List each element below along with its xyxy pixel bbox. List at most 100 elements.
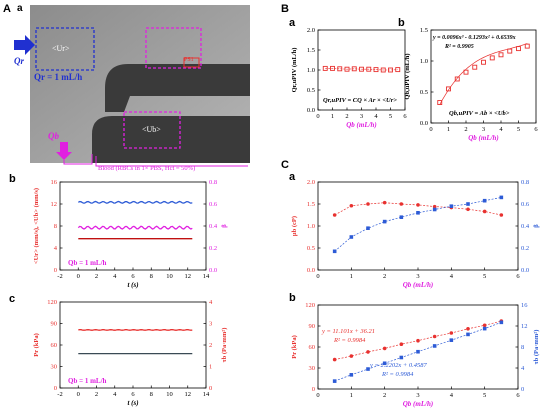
Ca-x-tick-label: 3 [416,273,419,280]
Ca-y2-tick-label: 0.2 [521,245,529,252]
panel-label-Aa: a [17,3,23,14]
Cb-y-tick-label: 90 [309,323,316,330]
Ba-series-line [325,68,398,71]
Cb-series-0-point [332,357,337,362]
Ac-x-tick-label: 8 [150,391,153,398]
Ac-x-tick-label: 2 [95,391,98,398]
Bb-data-point [437,100,443,105]
Ca-y2-tick-label: 0.4 [521,223,530,230]
Ac-y2-tick-label: 4 [209,299,213,306]
Cb-series-1-point [416,349,420,354]
Ab-annotation: Qb = 1 mL/h [68,259,107,267]
qb-arrow-label: Qb [48,131,59,141]
Cb-y-axis-label: Pr (kPa) [291,335,298,359]
Ca-y-tick-label: 1.5 [307,201,315,208]
Ab-y2-tick-label: 0.6 [209,201,218,208]
Ab-y2-tick-label: 0.8 [209,179,217,186]
panel-label-Ac: c [9,293,16,305]
Ca-series-0-point [349,203,354,208]
qr-arrow-label: Qr [14,56,25,66]
Ba-data-point [366,66,372,72]
Ba-x-tick-label: 2 [345,113,348,120]
Cb-y-tick-label: 120 [305,302,315,309]
Ca-series-1-point [449,204,454,208]
Ca-series-1-point [332,249,337,254]
Cb-x-tick-label: 4 [450,392,454,399]
Bb-fit-line [439,43,528,105]
Bb-data-point [498,52,504,58]
Ba-data-point [359,66,364,72]
Ac-y2-tick-label: 2 [209,342,212,349]
Bb-data-point [472,64,478,70]
panel-label-A: A [3,3,11,15]
Bb-data-point [489,55,495,61]
Cb-series-1-point [366,367,370,371]
Ac-y2-tick-label: 1 [209,364,212,371]
Ca-series-0-point [416,203,420,207]
Ca-x-tick-label: 6 [516,273,520,280]
Ba-x-tick-label: 5 [389,113,392,120]
Ac-y-tick-label: 60 [51,342,58,349]
Ca-x-tick-label: 5 [483,273,486,280]
blood-description: Blood (RBCs in 1× PBS, Hct = 50%) [98,165,196,172]
Bb-x-tick-label: 5 [517,126,520,133]
Ba-data-point [330,65,335,71]
Bb-data-point [481,59,486,65]
Ab-y-tick-label: 0 [54,267,57,274]
Ca-series-0-point [482,209,487,214]
Ba-y-tick-label: 2.0 [307,27,315,34]
Cb-red-equation: y = 11.101x + 36.21 [321,328,375,335]
Ca-series-0-point [332,213,337,217]
Cb-series-0-point [382,346,387,351]
Ac-annotation: Qb = 1 mL/h [68,377,107,385]
Ac-x-tick-label: 14 [203,391,210,398]
Ca-y-tick-label: 0.5 [307,245,315,252]
Cb-y2-tick-label: 4 [521,365,525,372]
Ba-x-tick-label: 4 [374,113,378,120]
Ca-y-axis-label: μb (cP) [291,216,298,236]
Cb-series-1-point [382,361,387,366]
Ba-x-axis-label: Qb (mL/h) [346,121,377,129]
Ac-x-tick-label: -2 [57,391,62,398]
Cb-y2-tick-label: 12 [521,323,528,330]
Ca-y-tick-label: 1.0 [307,223,315,230]
Ab-x-tick-label: -2 [57,273,62,280]
Cb-series-1-point [499,320,504,325]
ub-interrogation-box [123,111,181,149]
Ab-x-tick-label: 12 [185,273,192,280]
Cb-y2-tick-label: 0 [521,386,524,393]
Bb-y-axis-label: Qb,uPIV (mL/h) [404,53,411,99]
Ac-y2-tick-label: 0 [209,385,212,392]
Ba-x-tick-label: 3 [360,113,363,120]
Bb-x-tick-label: 3 [482,126,485,133]
Ac-x-tick-label: 12 [185,391,192,398]
Bb-x-tick-label: 0 [429,126,432,133]
Cb-series-1-point [449,338,454,342]
Cb-series-0-point [399,342,404,347]
Bb-y-tick-label: 0.5 [420,89,428,96]
Cb-y2-tick-label: 8 [521,344,524,351]
Cb-y2-axis-label: τb (Pa·mm²) [533,330,540,365]
Ca-y-tick-label: 2.0 [307,179,315,186]
qb-arrow-icon [56,142,72,160]
qr-arrow-icon [14,35,35,55]
Cb-series-0-point [449,331,454,335]
Ca-x-tick-label: 0 [316,273,319,280]
Cb-y-tick-label: 60 [309,344,316,351]
Ac-x-tick-label: 4 [113,391,117,398]
Ab-y-tick-label: 16 [51,179,58,186]
channel-wall-upper [105,64,250,112]
Ba-x-tick-label: 1 [331,113,334,120]
Ba-data-point [395,67,401,73]
Ca-x-tick-label: 2 [383,273,386,280]
Ba-x-tick-label: 0 [316,113,319,120]
Cb-series-0-point [416,338,420,343]
Bb-x-tick-label: 4 [499,126,503,133]
Bb-x-axis-label: Qb (mL/h) [468,134,499,142]
Ca-y2-axis-label: β [533,224,540,228]
Ca-plot-frame [317,181,519,271]
Ca-series-1-point [466,202,470,206]
Ac-series-0-line [78,329,193,331]
